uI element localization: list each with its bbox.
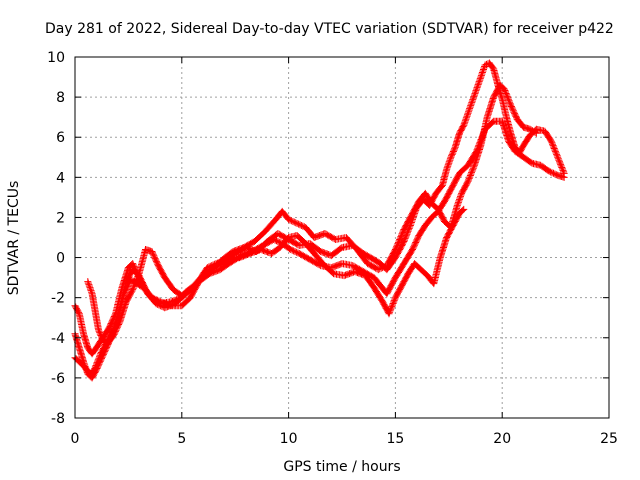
x-tick-label: 10 — [280, 431, 298, 447]
series-track-d — [84, 81, 540, 348]
y-tick-label: 0 — [56, 251, 65, 267]
data-layer — [71, 59, 568, 382]
x-tick-label: 20 — [493, 431, 511, 447]
x-tick-label: 25 — [600, 431, 618, 447]
chart-title: Day 281 of 2022, Sidereal Day-to-day VTE… — [45, 21, 614, 37]
axis-tick-labels: 0 5 10 15 20 25 -8 -6 -4 -2 0 2 4 6 8 10 — [47, 50, 618, 447]
x-tick-label: 15 — [386, 431, 404, 447]
y-tick-label: -8 — [51, 411, 65, 427]
y-tick-label: 4 — [56, 170, 65, 186]
x-tick-label: 0 — [71, 431, 80, 447]
y-tick-label: 2 — [56, 210, 65, 226]
y-tick-label: 8 — [56, 90, 65, 106]
axis-ticks — [74, 56, 610, 419]
plot-frame — [74, 56, 610, 419]
y-tick-label: -6 — [51, 371, 65, 387]
y-tick-label: -4 — [51, 331, 65, 347]
y-tick-label: 6 — [56, 130, 65, 146]
x-axis-label: GPS time / hours — [283, 459, 400, 475]
x-tick-label: 5 — [177, 431, 186, 447]
y-tick-label: -2 — [51, 291, 65, 307]
grid-lines — [75, 57, 609, 418]
y-axis-label: SDTVAR / TECUs — [6, 181, 22, 296]
y-tick-label: 10 — [47, 50, 65, 66]
series-markers — [84, 81, 540, 348]
